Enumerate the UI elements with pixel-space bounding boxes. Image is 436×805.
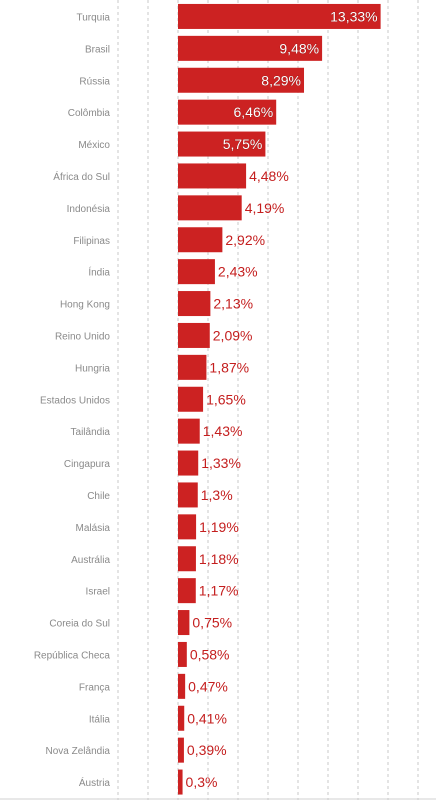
bar xyxy=(178,546,196,572)
bar xyxy=(178,514,197,540)
bar-value-label: 2,92% xyxy=(225,232,265,248)
bar xyxy=(178,769,183,795)
category-label: República Checa xyxy=(34,650,111,661)
bar xyxy=(178,3,381,29)
bar xyxy=(178,450,199,476)
category-label: Israel xyxy=(86,587,110,598)
bar-value-label: 9,48% xyxy=(279,40,319,56)
category-label: Rússia xyxy=(79,76,110,87)
bar xyxy=(178,195,242,221)
bar-value-label: 8,29% xyxy=(261,72,301,88)
bar-value-label: 1,43% xyxy=(203,423,243,439)
bar-value-label: 2,43% xyxy=(218,264,258,280)
bar xyxy=(178,673,186,699)
bar xyxy=(178,578,196,604)
bar-value-label: 1,17% xyxy=(199,583,239,599)
bar xyxy=(178,99,277,125)
bar xyxy=(178,482,198,508)
category-label: Áustria xyxy=(79,776,111,789)
bar xyxy=(178,227,223,253)
category-label: África do Sul xyxy=(53,170,110,183)
bar-value-label: 1,65% xyxy=(206,391,246,407)
bar-value-label: 4,48% xyxy=(249,168,289,184)
bar-value-label: 0,75% xyxy=(192,615,232,631)
category-labels: Turquia Brasil Rússia Colômbia México África … xyxy=(34,12,111,789)
bar-value-label: 0,39% xyxy=(187,742,227,758)
category-label: Itália xyxy=(89,714,111,725)
bar xyxy=(178,737,184,763)
category-label: Reino Unido xyxy=(55,331,110,342)
bar-value-label: 2,09% xyxy=(213,327,253,343)
category-label: Hong Kong xyxy=(60,300,110,311)
bars: 13,33% 9,48% 8,29% 6,46% 5,75% 4,48% 4,19% 2,92… xyxy=(178,3,381,795)
category-label: Estados Unidos xyxy=(40,395,110,406)
bar-value-label: 0,47% xyxy=(188,678,228,694)
bar xyxy=(178,705,185,731)
category-label: Índia xyxy=(88,266,110,279)
bar-value-label: 5,75% xyxy=(223,136,263,152)
bar xyxy=(178,610,190,636)
category-label: Coreia do Sul xyxy=(49,619,110,630)
bar-value-label: 4,19% xyxy=(245,200,285,216)
category-label: Chile xyxy=(87,491,110,502)
category-label: Cingapura xyxy=(64,459,111,470)
bar-value-label: 2,13% xyxy=(213,296,253,312)
category-label: Filipinas xyxy=(73,236,110,247)
bar xyxy=(178,291,211,317)
category-label: Tailândia xyxy=(71,427,111,438)
bar-value-label: 1,18% xyxy=(199,551,239,567)
bar xyxy=(178,322,210,348)
category-label: Colômbia xyxy=(68,108,111,119)
bar xyxy=(178,386,204,412)
bar xyxy=(178,354,207,380)
bar xyxy=(178,259,215,285)
bar-value-label: 1,33% xyxy=(201,455,241,471)
bar xyxy=(178,641,187,667)
category-label: Indonésia xyxy=(67,204,111,215)
bar xyxy=(178,131,266,157)
category-label: Brasil xyxy=(85,44,110,55)
bar-value-label: 13,33% xyxy=(330,8,377,24)
bar-value-label: 6,46% xyxy=(233,104,273,120)
category-label: Malásia xyxy=(76,523,111,534)
category-label: França xyxy=(79,682,111,693)
bar xyxy=(178,418,200,444)
category-label: Turquia xyxy=(76,12,110,23)
bar-value-label: 1,87% xyxy=(209,359,249,375)
bar-value-label: 1,19% xyxy=(199,519,239,535)
bar-value-label: 1,3% xyxy=(201,487,233,503)
bar-value-label: 0,58% xyxy=(190,646,230,662)
bar xyxy=(178,163,247,189)
bar xyxy=(178,67,305,93)
category-label: Hungria xyxy=(75,363,110,374)
category-label: Austrália xyxy=(71,555,110,566)
bar-value-label: 0,3% xyxy=(186,774,218,790)
category-label: Nova Zelândia xyxy=(46,746,111,757)
bar xyxy=(178,35,323,61)
category-label: México xyxy=(78,140,110,151)
bar-value-label: 0,41% xyxy=(187,710,227,726)
